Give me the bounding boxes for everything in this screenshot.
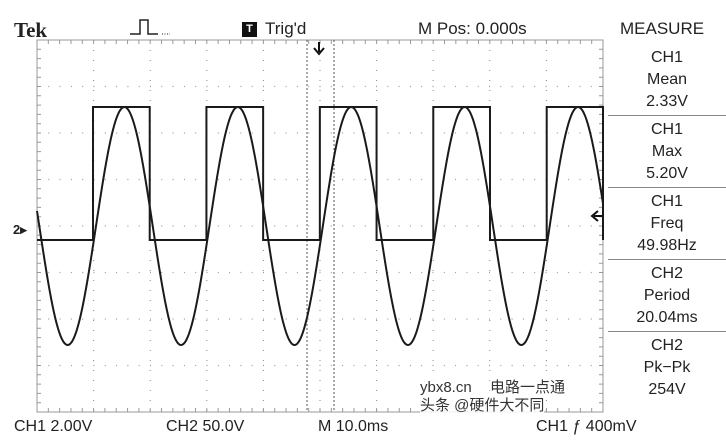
trigger-status-text: Trig'd <box>265 19 307 38</box>
measurement-type: Pk−Pk <box>643 359 691 376</box>
measurement-3[interactable]: CH1 Freq 49.98Hz <box>608 187 726 259</box>
measurement-value: 2.33V <box>646 93 688 110</box>
measurement-source: CH1 <box>650 49 683 66</box>
measurement-source: CH1 <box>650 193 683 210</box>
watermark-site: ybx8.cn <box>420 379 472 396</box>
timebase: M 10.0ms <box>318 418 389 435</box>
ch1-scale: CH1 2.00V <box>14 418 93 435</box>
measure-panel: CH1 Mean 2.33V CH1 Max 5.20V CH1 Freq 49.98Hz … <box>608 44 726 403</box>
trigger-status: T Trig'd <box>242 19 306 39</box>
ch1-square-trace <box>37 106 604 241</box>
measurement-type: Freq <box>650 215 684 232</box>
measurement-type: Mean <box>646 71 688 88</box>
trigger-icon: T <box>242 21 257 37</box>
trigger-setting: CH1 ƒ 400mV <box>536 418 637 435</box>
measurement-source: CH2 <box>650 337 683 354</box>
menu-title: MEASURE <box>620 19 705 38</box>
measurement-2[interactable]: CH1 Max 5.20V <box>608 115 726 187</box>
measurement-source: CH1 <box>650 121 683 138</box>
measurement-1[interactable]: CH1 Mean 2.33V <box>608 44 726 115</box>
channel-2-marker: 2▸ <box>13 222 27 237</box>
measurement-type: Max <box>651 143 683 160</box>
measurement-source: CH2 <box>650 265 683 282</box>
measurement-4[interactable]: CH2 Period 20.04ms <box>608 259 726 331</box>
pulse-icon <box>128 18 172 41</box>
measurement-5[interactable]: CH2 Pk−Pk 254V <box>608 331 726 403</box>
ch2-sine-trace <box>36 105 604 347</box>
horizontal-position: M Pos: 0.000s <box>418 19 527 38</box>
measurement-type: Period <box>643 287 691 304</box>
measurement-value: 20.04ms <box>636 309 698 326</box>
measurement-value: 5.20V <box>646 165 688 182</box>
watermark-line1: 电路一点通 <box>490 379 566 396</box>
ch2-scale: CH2 50.0V <box>166 418 245 435</box>
measurement-value: 254V <box>648 381 686 398</box>
watermark-line2: 头条 @硬件大不同 <box>420 397 545 414</box>
trigger-position-arrow <box>313 42 325 56</box>
measurement-value: 49.98Hz <box>637 237 697 254</box>
brand-logo: Tek <box>14 18 48 42</box>
trigger-level-arrow <box>590 210 603 222</box>
